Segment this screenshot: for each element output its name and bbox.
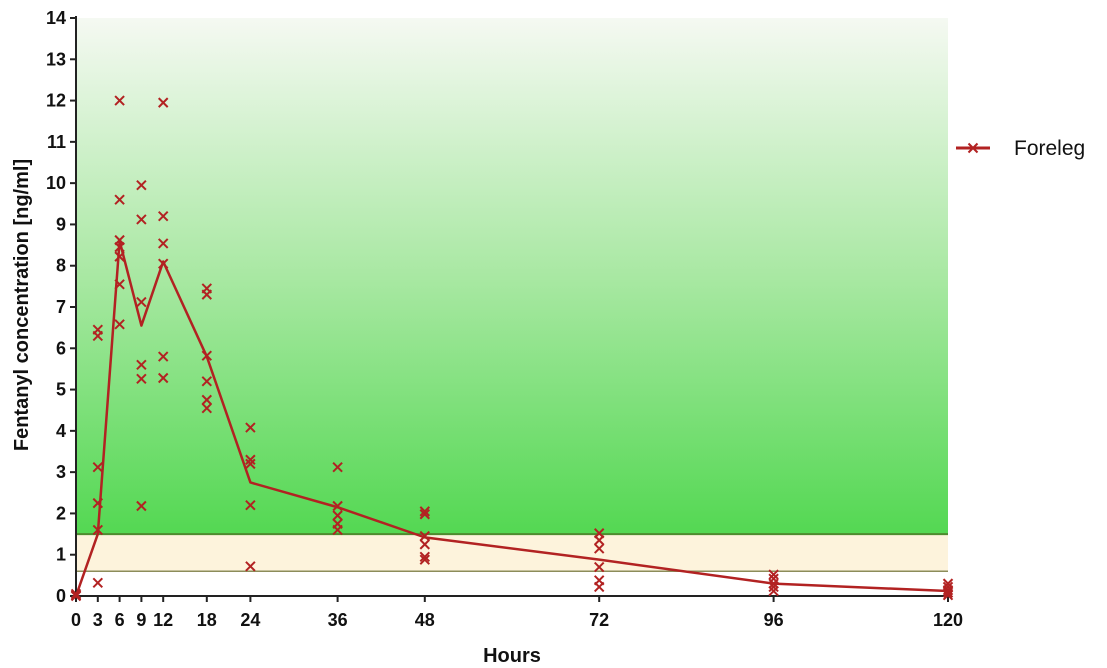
data-point <box>136 359 147 371</box>
data-point <box>201 376 213 387</box>
data-point <box>201 283 213 294</box>
y-tick-label: 11 <box>47 132 66 152</box>
data-point <box>114 194 125 205</box>
data-point <box>201 394 213 406</box>
data-point <box>157 351 169 362</box>
data-point <box>332 510 343 521</box>
legend-marker-glyph <box>967 142 979 154</box>
x-tick-label: 18 <box>197 610 217 630</box>
data-point <box>70 588 82 600</box>
y-axis-title: Fentanyl concentration [ng/ml] <box>11 159 33 451</box>
data-point <box>245 561 256 572</box>
data-point <box>245 458 256 470</box>
data-point <box>332 500 343 512</box>
y-tick-label: 12 <box>46 91 66 111</box>
y-tick-label: 7 <box>56 297 66 317</box>
y-tick-label: 13 <box>46 49 66 69</box>
data-point <box>92 324 104 335</box>
data-point <box>768 569 779 580</box>
therapeutic-band <box>76 534 948 572</box>
data-point <box>92 497 104 509</box>
data-point <box>114 279 125 290</box>
y-tick-label: 10 <box>46 173 66 193</box>
data-point <box>768 585 779 597</box>
y-tick-label: 0 <box>56 586 66 606</box>
data-point <box>114 251 125 262</box>
x-tick-label: 72 <box>589 610 609 630</box>
data-point <box>201 402 213 414</box>
y-tick-label: 8 <box>56 256 66 276</box>
legend: Foreleg <box>956 137 1085 160</box>
data-point <box>419 506 431 517</box>
y-tick-label: 1 <box>56 545 66 565</box>
data-point <box>157 238 169 249</box>
data-point <box>136 214 147 225</box>
x-tick-label: 36 <box>328 610 348 630</box>
data-point <box>768 573 779 584</box>
data-point <box>245 422 256 433</box>
plot-area-fill <box>76 18 948 596</box>
y-tick-label: 5 <box>56 380 66 400</box>
y-tick-label: 6 <box>56 338 66 358</box>
y-tick-label: 3 <box>56 462 66 482</box>
y-tick-label: 9 <box>56 214 66 234</box>
data-point <box>332 461 343 473</box>
data-point <box>245 499 256 511</box>
series-foreleg-mean-line <box>74 239 949 597</box>
data-point <box>593 561 605 573</box>
x-tick-label: 3 <box>93 610 103 630</box>
y-tick-label: 2 <box>56 503 66 523</box>
x-tick-label: 24 <box>240 610 260 630</box>
legend-label-foreleg: Foreleg <box>1014 137 1085 160</box>
data-point <box>419 554 431 565</box>
data-point <box>92 461 104 473</box>
data-point <box>419 539 431 550</box>
data-point <box>157 258 169 269</box>
x-tick-label: 0 <box>71 610 81 630</box>
x-axis-title: Hours <box>483 645 541 667</box>
data-point <box>419 551 431 562</box>
data-point <box>136 180 147 191</box>
data-point <box>201 350 213 361</box>
data-point <box>136 373 147 385</box>
data-point <box>157 372 169 384</box>
x-tick-label: 12 <box>153 610 173 630</box>
legend-marker-x <box>967 142 979 154</box>
data-point <box>942 578 954 589</box>
y-tick-label: 14 <box>46 8 66 28</box>
plot-background <box>76 18 948 596</box>
data-point <box>114 319 125 330</box>
x-axis: 0 3 6 9 12 18 24 36 48 72 96 120 <box>71 595 963 630</box>
data-point <box>942 581 954 593</box>
data-point <box>157 210 169 222</box>
x-tick-label: 120 <box>933 610 963 630</box>
data-point <box>92 524 104 536</box>
data-point <box>768 581 779 593</box>
data-point <box>114 234 125 246</box>
scatter-points-layer <box>70 95 954 602</box>
data-point <box>593 528 605 539</box>
y-tick-label: 4 <box>56 421 66 441</box>
x-tick-label: 96 <box>764 610 784 630</box>
mean-line-layer <box>74 239 949 597</box>
data-point <box>136 500 147 512</box>
data-point <box>593 543 605 554</box>
sub-band-area <box>76 571 948 596</box>
data-point <box>92 577 104 588</box>
x-tick-label: 48 <box>415 610 435 630</box>
data-point <box>157 97 169 108</box>
data-point <box>245 454 256 465</box>
data-point <box>332 518 343 529</box>
data-point <box>114 95 125 106</box>
data-point <box>419 530 431 542</box>
data-point <box>593 575 605 586</box>
data-point <box>136 296 147 308</box>
x-tick-label: 9 <box>136 610 146 630</box>
data-point <box>419 509 431 520</box>
x-tick-label: 6 <box>115 610 125 630</box>
